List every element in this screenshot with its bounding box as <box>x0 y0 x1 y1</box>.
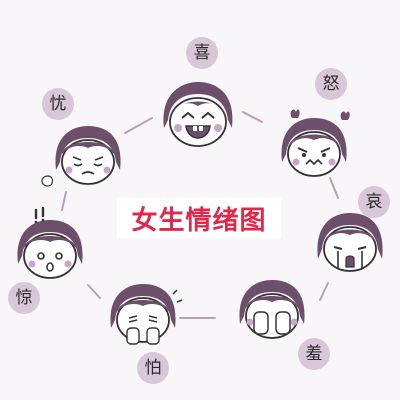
face-worried <box>41 126 121 187</box>
face-happy <box>163 82 233 147</box>
label-afraid-text: 怕 <box>144 357 162 378</box>
face-startled <box>17 206 83 279</box>
face-sad <box>317 213 383 272</box>
label-startled-text: 惊 <box>15 287 33 308</box>
label-worried-text: 忧 <box>49 93 67 114</box>
label-happy-text: 喜 <box>193 42 211 63</box>
title-box: 女生情绪图 <box>117 198 281 238</box>
label-sad: 哀 <box>358 186 390 218</box>
face-afraid <box>110 284 183 345</box>
label-angry-text: 怒 <box>322 73 340 94</box>
face-shy <box>239 280 305 339</box>
label-worried: 忧 <box>42 88 74 120</box>
label-startled: 惊 <box>8 282 40 314</box>
connector-lines <box>61 111 339 319</box>
page-title: 女生情绪图 <box>131 205 267 236</box>
label-sad-text: 哀 <box>365 191 383 212</box>
label-happy: 喜 <box>186 37 218 69</box>
label-afraid: 怕 <box>137 352 169 384</box>
label-shy-text: 羞 <box>305 343 323 364</box>
face-angry <box>281 109 350 177</box>
label-angry: 怒 <box>315 68 347 100</box>
label-shy: 羞 <box>298 338 330 370</box>
